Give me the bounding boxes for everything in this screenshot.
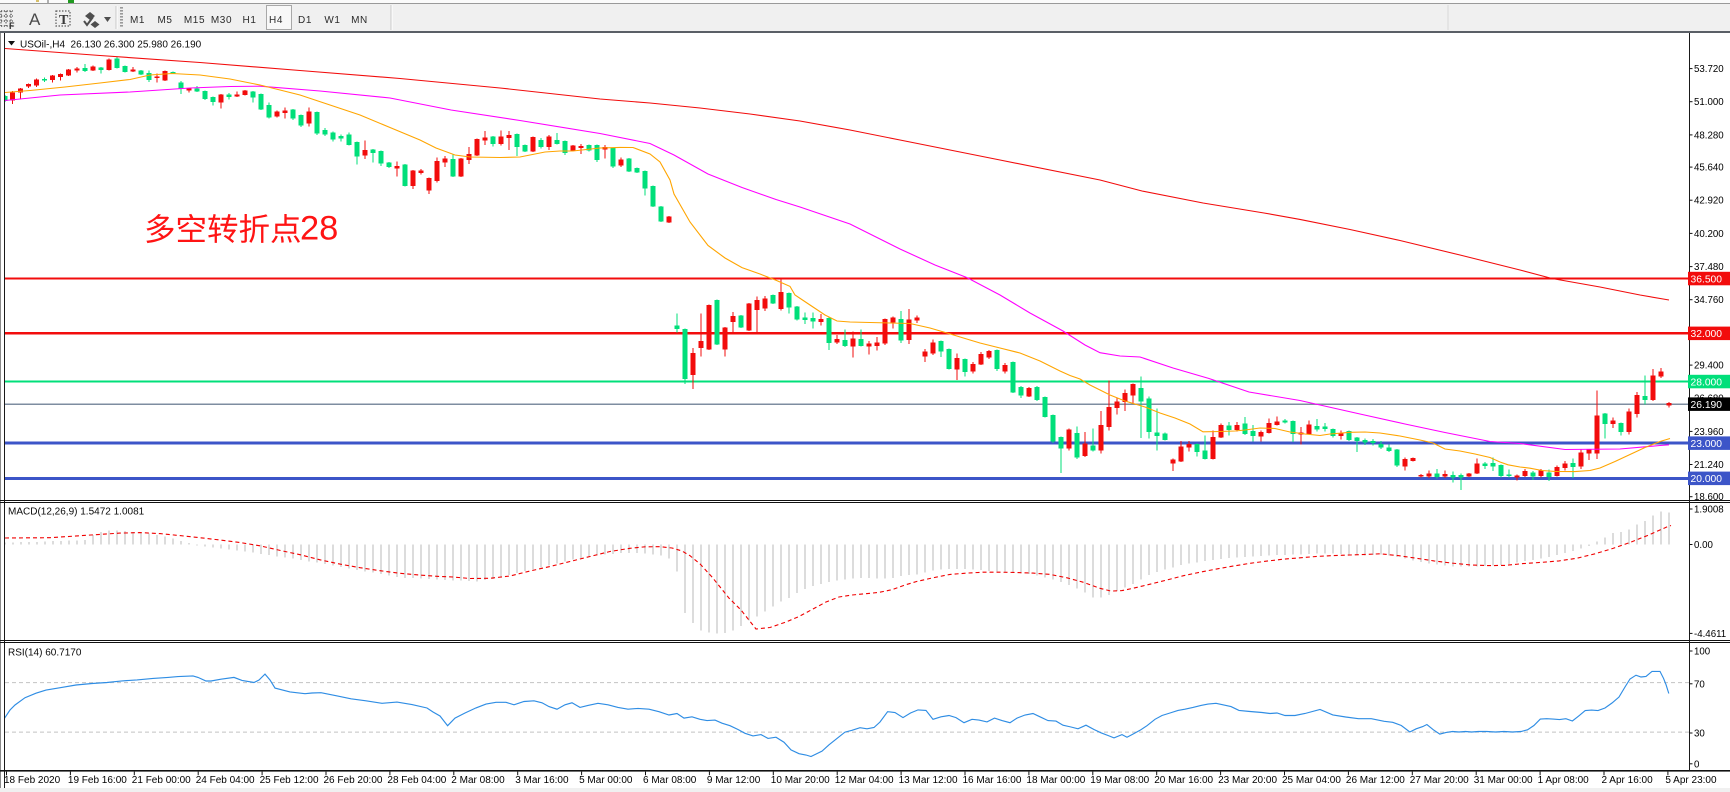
svg-text:0.00: 0.00 (1694, 540, 1713, 551)
svg-text:100: 100 (1694, 647, 1711, 658)
svg-text:42.920: 42.920 (1694, 196, 1724, 207)
svg-text:M15: M15 (184, 15, 205, 26)
svg-text:53.720: 53.720 (1694, 64, 1724, 75)
svg-text:34.760: 34.760 (1694, 295, 1724, 306)
svg-text:20.000: 20.000 (1691, 474, 1723, 485)
svg-text:T: T (59, 13, 69, 28)
svg-text:23 Mar 20:00: 23 Mar 20:00 (1218, 775, 1277, 786)
svg-text:28 Feb 04:00: 28 Feb 04:00 (387, 775, 446, 786)
svg-text:23.960: 23.960 (1694, 427, 1724, 438)
svg-text:30: 30 (1694, 729, 1705, 740)
svg-text:1.9008: 1.9008 (1694, 505, 1724, 516)
svg-text:26 Feb 20:00: 26 Feb 20:00 (324, 775, 383, 786)
svg-text:2 Mar 08:00: 2 Mar 08:00 (451, 775, 505, 786)
svg-text:19 Feb 16:00: 19 Feb 16:00 (68, 775, 127, 786)
svg-text:25 Mar 04:00: 25 Mar 04:00 (1282, 775, 1341, 786)
svg-text:H1: H1 (243, 15, 257, 26)
svg-text:28: 28 (300, 210, 338, 248)
svg-text:19 Mar 08:00: 19 Mar 08:00 (1090, 775, 1149, 786)
svg-text:12 Mar 04:00: 12 Mar 04:00 (835, 775, 894, 786)
svg-text:6 Mar 08:00: 6 Mar 08:00 (643, 775, 697, 786)
svg-text:3 Mar 16:00: 3 Mar 16:00 (515, 775, 569, 786)
svg-text:0: 0 (1694, 759, 1700, 770)
svg-text:24 Feb 04:00: 24 Feb 04:00 (196, 775, 255, 786)
svg-text:A: A (29, 10, 41, 29)
svg-text:23.000: 23.000 (1691, 439, 1723, 450)
svg-text:21.240: 21.240 (1694, 460, 1724, 471)
svg-text:36.500: 36.500 (1691, 274, 1723, 285)
svg-text:18 Feb 2020: 18 Feb 2020 (4, 775, 61, 786)
svg-text:10 Mar 20:00: 10 Mar 20:00 (771, 775, 830, 786)
svg-text:M5: M5 (157, 15, 172, 26)
svg-text:RSI(14) 60.7170: RSI(14) 60.7170 (8, 648, 82, 659)
svg-text:H4: H4 (269, 15, 283, 26)
svg-text:MN: MN (351, 15, 368, 26)
svg-text:-4.4611: -4.4611 (1694, 629, 1726, 640)
svg-text:2 Apr 16:00: 2 Apr 16:00 (1602, 775, 1654, 786)
svg-text:31 Mar 00:00: 31 Mar 00:00 (1474, 775, 1533, 786)
svg-text:26.190: 26.190 (1691, 400, 1723, 411)
svg-text:M30: M30 (211, 15, 232, 26)
svg-text:F: F (9, 21, 15, 31)
svg-text:16 Mar 16:00: 16 Mar 16:00 (963, 775, 1022, 786)
svg-text:51.000: 51.000 (1694, 97, 1724, 108)
svg-text:70: 70 (1694, 679, 1705, 690)
svg-text:MACD(12,26,9) 1.5472 1.0081: MACD(12,26,9) 1.5472 1.0081 (8, 507, 145, 518)
svg-text:USOil-,H4 26.130 26.300 25.98: USOil-,H4 26.130 26.300 25.980 26.190 (20, 40, 202, 51)
svg-text:13 Mar 12:00: 13 Mar 12:00 (899, 775, 958, 786)
svg-text:5 Apr 23:00: 5 Apr 23:00 (1665, 775, 1717, 786)
svg-text:26 Mar 12:00: 26 Mar 12:00 (1346, 775, 1405, 786)
svg-text:28.000: 28.000 (1691, 377, 1723, 388)
svg-text:48.280: 48.280 (1694, 130, 1724, 141)
svg-text:37.480: 37.480 (1694, 262, 1724, 273)
svg-text:M1: M1 (130, 15, 145, 26)
svg-text:9 Mar 12:00: 9 Mar 12:00 (707, 775, 761, 786)
svg-text:18 Mar 00:00: 18 Mar 00:00 (1026, 775, 1085, 786)
svg-text:45.640: 45.640 (1694, 163, 1724, 174)
svg-text:5 Mar 00:00: 5 Mar 00:00 (579, 775, 633, 786)
svg-text:20 Mar 16:00: 20 Mar 16:00 (1154, 775, 1213, 786)
svg-text:40.200: 40.200 (1694, 229, 1724, 240)
svg-text:32.000: 32.000 (1691, 329, 1723, 340)
svg-text:1 Apr 08:00: 1 Apr 08:00 (1538, 775, 1590, 786)
svg-text:18.600: 18.600 (1694, 492, 1724, 503)
svg-text:D1: D1 (298, 15, 312, 26)
svg-text:27 Mar 20:00: 27 Mar 20:00 (1410, 775, 1469, 786)
svg-text:21 Feb 00:00: 21 Feb 00:00 (132, 775, 191, 786)
svg-text:25 Feb 12:00: 25 Feb 12:00 (260, 775, 319, 786)
svg-text:W1: W1 (324, 15, 340, 26)
svg-text:29.400: 29.400 (1694, 361, 1724, 372)
